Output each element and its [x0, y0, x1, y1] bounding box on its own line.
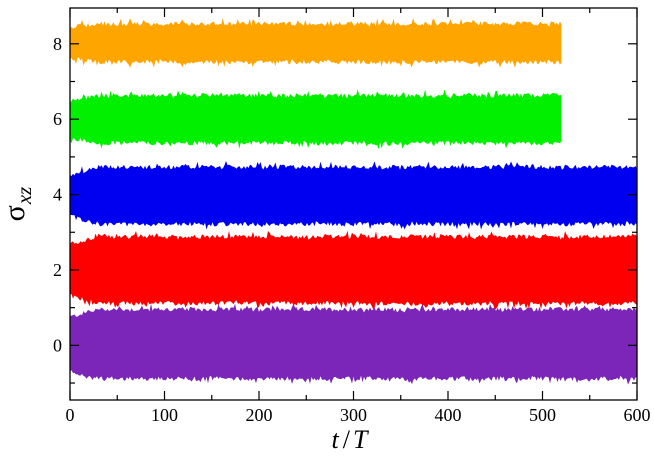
data-bands — [70, 17, 637, 385]
x-tick-label: 0 — [66, 405, 75, 425]
series-band-3 — [70, 160, 637, 230]
y-tick-label: 6 — [53, 109, 62, 129]
y-tick-label: 4 — [53, 185, 62, 205]
y-axis-label-subscript: xz — [12, 187, 36, 206]
y-tick-label: 2 — [53, 260, 62, 280]
x-tick-label: 400 — [435, 405, 462, 425]
x-axis-label-sep: / — [343, 425, 351, 454]
axis-ticks — [69, 8, 638, 400]
x-tick-label: 500 — [529, 405, 556, 425]
series-band-4 — [70, 89, 562, 149]
x-tick-label: 600 — [624, 405, 651, 425]
series-band-2 — [70, 230, 637, 310]
x-tick-label: 200 — [246, 405, 273, 425]
x-axis-label: t / T — [332, 425, 369, 454]
x-tick-label: 100 — [151, 405, 178, 425]
y-tick-label: 8 — [53, 34, 62, 54]
x-tick-label: 300 — [340, 405, 367, 425]
y-tick-label: 0 — [53, 335, 62, 355]
tick-labels: 0 100 200 300 400 500 600 0 2 4 6 8 — [53, 34, 651, 425]
series-band-5 — [70, 17, 562, 68]
y-axis-label-main: σ — [0, 205, 31, 221]
x-axis-label-var: t — [332, 425, 340, 454]
x-axis-label-den: T — [353, 425, 369, 454]
y-axis-label: σxz — [0, 187, 36, 222]
series-band-1 — [70, 303, 637, 385]
